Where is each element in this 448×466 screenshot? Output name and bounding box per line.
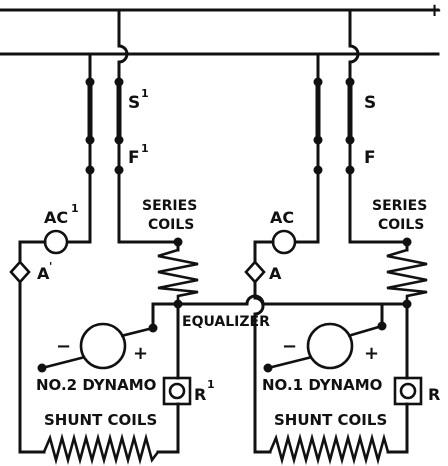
left-ammeter bbox=[43, 229, 69, 255]
right-rheostat-knob bbox=[399, 382, 417, 400]
right-minus: − bbox=[282, 336, 297, 357]
right-series-label-2: COILS bbox=[378, 217, 424, 233]
left-switch-dot bbox=[114, 165, 124, 175]
right-series-dot bbox=[402, 237, 412, 247]
right-brush-pos bbox=[347, 324, 383, 338]
right-series-coil bbox=[386, 248, 428, 304]
right-dynamo-armature bbox=[306, 322, 354, 370]
left-ammeter-prime: 1 bbox=[71, 202, 79, 215]
left-shunt-coil bbox=[42, 433, 160, 465]
left-switch-dot bbox=[85, 77, 95, 87]
right-series-label-1: SERIES bbox=[372, 198, 427, 214]
left-machine: S 1 F 1 AC 1 A ' SERIES COILS − + NO.2 D… bbox=[9, 8, 215, 465]
left-rheostat-label: R bbox=[194, 385, 206, 404]
right-switch-f-label: F bbox=[364, 148, 376, 168]
right-ammeter bbox=[271, 229, 297, 255]
left-rheostat-prime: 1 bbox=[207, 378, 215, 391]
right-plus: + bbox=[364, 343, 379, 364]
right-switch-dot bbox=[345, 77, 355, 87]
right-shunt-coil bbox=[268, 433, 390, 465]
equalizer-label: EQUALIZER bbox=[182, 314, 270, 330]
left-switch-s-label: S bbox=[128, 93, 140, 113]
left-switch-dot bbox=[114, 77, 124, 87]
right-rheostat-label: R bbox=[428, 385, 440, 404]
left-dynamo-armature bbox=[79, 322, 127, 370]
left-ammeter-label: AC bbox=[44, 208, 68, 227]
right-switch-dot bbox=[345, 165, 355, 175]
right-ammeter-lead bbox=[253, 240, 275, 454]
left-switch-s-prime: 1 bbox=[141, 87, 149, 100]
right-dynamo-label: NO.1 DYNAMO bbox=[262, 376, 382, 394]
left-plus: + bbox=[133, 343, 148, 364]
left-cutout-prime: ' bbox=[49, 260, 52, 273]
left-brush-neg bbox=[41, 355, 86, 370]
left-rheostat-knob bbox=[168, 382, 186, 400]
right-brush-dot bbox=[263, 363, 273, 373]
right-switch-dot bbox=[313, 135, 323, 145]
left-brush-dot bbox=[37, 363, 47, 373]
left-armature-lead bbox=[151, 302, 180, 330]
left-switch-dot bbox=[85, 165, 95, 175]
left-switch-f-label: F bbox=[128, 148, 140, 168]
left-cutout-label: A bbox=[37, 264, 50, 283]
right-armature-lead bbox=[380, 302, 409, 328]
negative-sign: - bbox=[429, 43, 436, 64]
bus-bars: + - bbox=[0, 0, 442, 64]
right-machine: S F AC A SERIES COILS − + NO.1 DYNAMO R … bbox=[244, 8, 440, 465]
left-series-dot bbox=[173, 237, 183, 247]
left-positive-lead bbox=[117, 8, 180, 252]
right-switch-dot bbox=[313, 165, 323, 175]
right-positive-lead bbox=[348, 8, 409, 252]
left-series-label-1: SERIES bbox=[142, 198, 197, 214]
right-ammeter-label: AC bbox=[270, 208, 294, 227]
left-shunt-label: SHUNT COILS bbox=[44, 411, 157, 429]
right-cutout bbox=[244, 260, 266, 284]
right-shunt-label: SHUNT COILS bbox=[274, 411, 387, 429]
right-cutout-label: A bbox=[269, 264, 282, 283]
right-switch-dot bbox=[345, 135, 355, 145]
positive-sign: + bbox=[427, 0, 442, 21]
equalizer: EQUALIZER bbox=[176, 294, 409, 330]
left-minus: − bbox=[56, 336, 71, 357]
left-switch-dot bbox=[85, 135, 95, 145]
left-switch-f-prime: 1 bbox=[141, 142, 149, 155]
right-brush-neg bbox=[267, 355, 313, 370]
left-rheostat-lead bbox=[156, 302, 180, 454]
right-switch-s-label: S bbox=[364, 93, 376, 113]
left-cutout bbox=[9, 260, 31, 284]
left-series-coil bbox=[157, 248, 199, 304]
equalizer-line bbox=[176, 294, 409, 306]
left-switch-dot bbox=[114, 135, 124, 145]
left-ammeter-lead bbox=[18, 240, 47, 454]
left-dynamo-label: NO.2 DYNAMO bbox=[36, 376, 156, 394]
right-rheostat-lead bbox=[386, 302, 409, 454]
left-series-label-2: COILS bbox=[148, 217, 194, 233]
left-brush-pos bbox=[120, 326, 154, 338]
right-switch-dot bbox=[313, 77, 323, 87]
